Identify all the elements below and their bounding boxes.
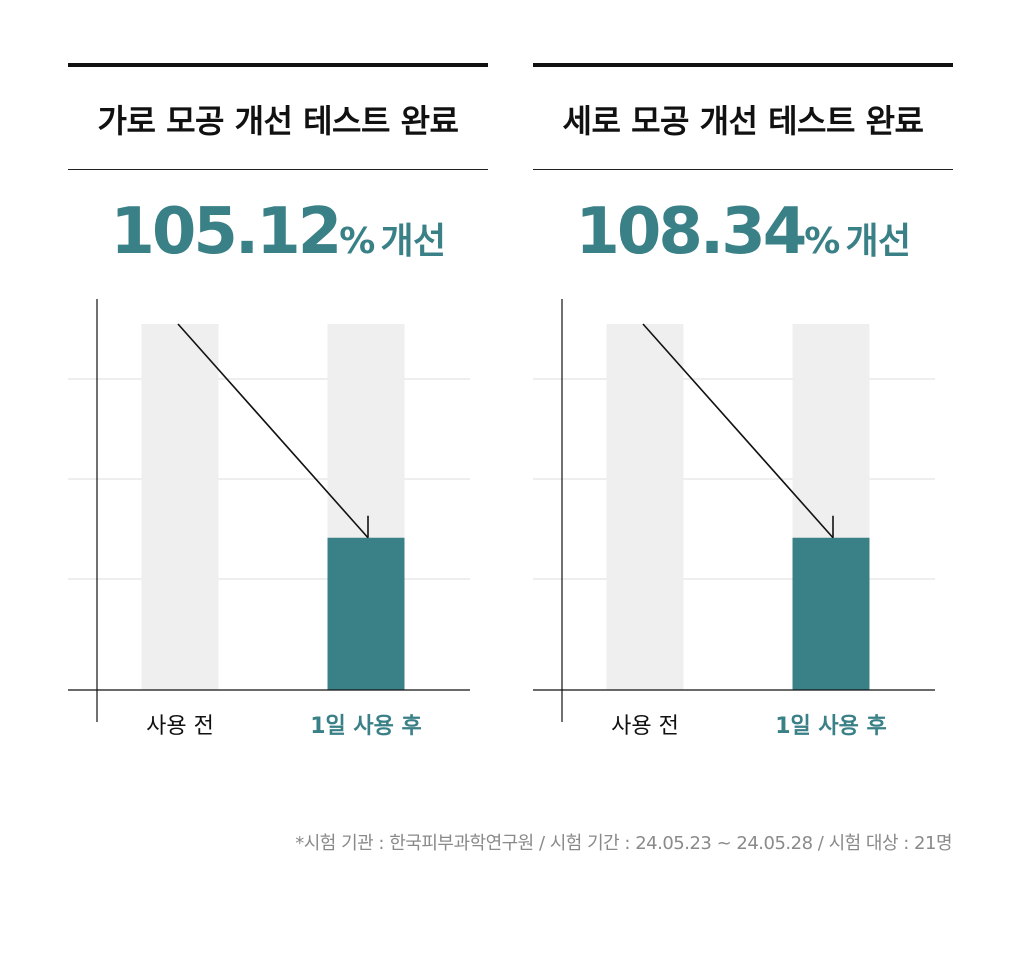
bar-chart: 사용 전 1일 사용 후 [68, 299, 470, 739]
category-label: 사용 전 [611, 714, 679, 739]
improvement-suffix: 개선 [845, 221, 911, 262]
title-divider [68, 169, 488, 170]
improvement-headline: 108.34% 개선 [533, 195, 953, 269]
bar-before [141, 324, 219, 690]
trend-arrow-line [642, 323, 834, 539]
bar-after [327, 537, 405, 690]
top-divider [533, 63, 953, 67]
test-footnote: *시험 기관 : 한국피부과학연구원 / 시험 기간 : 24.05.23 ~ … [295, 833, 952, 854]
trend-arrow-line [177, 323, 369, 539]
chart-title: 가로 모공 개선 테스트 완료 [97, 102, 459, 140]
category-label: 1일 사용 후 [775, 714, 887, 739]
improvement-unit: % [804, 221, 840, 262]
improvement-value: 105.12 [110, 195, 342, 269]
bar-chart: 사용 전 1일 사용 후 [533, 299, 935, 739]
top-divider [68, 63, 488, 67]
chart-title: 세로 모공 개선 테스트 완료 [562, 102, 924, 140]
title-divider [533, 169, 953, 170]
improvement-value: 108.34 [575, 195, 807, 269]
category-label: 1일 사용 후 [310, 714, 422, 739]
improvement-unit: % [339, 221, 375, 262]
chart-panel-vertical-pores: 세로 모공 개선 테스트 완료 108.34% 개선 사용 전 1일 사용 후 [533, 63, 953, 739]
bar-before [606, 324, 684, 690]
improvement-suffix: 개선 [380, 221, 446, 262]
chart-panel-horizontal-pores: 가로 모공 개선 테스트 완료 105.12% 개선 사용 전 1일 사용 후 [68, 63, 488, 739]
bar-after [792, 537, 870, 690]
category-label: 사용 전 [146, 714, 214, 739]
improvement-headline: 105.12% 개선 [68, 195, 488, 269]
